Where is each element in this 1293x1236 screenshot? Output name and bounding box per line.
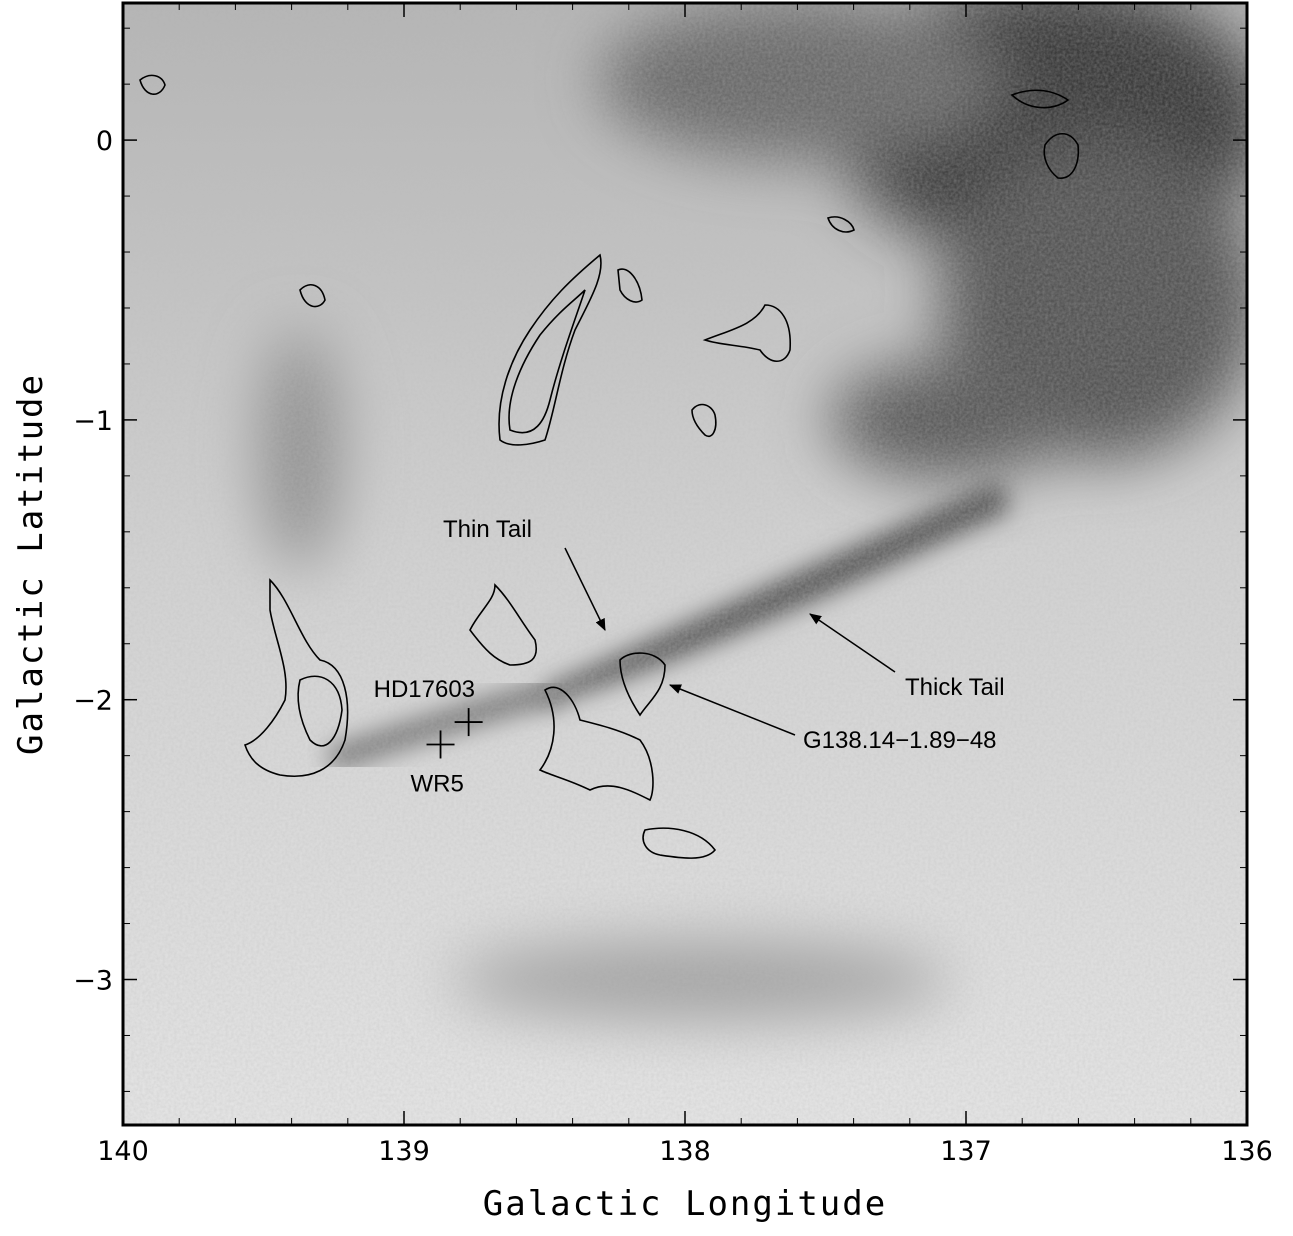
y-tick-label: −2: [73, 686, 113, 717]
annotation: G138.14−1.89−48: [803, 727, 997, 754]
sky-image: [123, 0, 1270, 1125]
x-tick-label: 139: [378, 1136, 430, 1167]
y-axis-title: Galactic Latitude: [11, 373, 51, 755]
x-tick-label: 138: [659, 1136, 711, 1167]
y-tick-label: −3: [73, 966, 113, 997]
annotation: Thin Tail: [443, 516, 532, 543]
page: {"chart_data": {"type": "image", "xlabel…: [0, 0, 1293, 1236]
x-tick-label: 137: [940, 1136, 992, 1167]
annotation: Thick Tail: [905, 674, 1005, 701]
x-tick-label: 136: [1221, 1136, 1273, 1167]
x-axis-title: Galactic Longitude: [483, 1184, 887, 1224]
y-tick-label: 0: [96, 126, 113, 157]
y-tick-label: −1: [73, 406, 113, 437]
star-label: WR5: [411, 770, 464, 797]
figure: Galactic Longitude Galactic Latitude 140…: [0, 0, 1293, 1236]
star-label: HD17603: [374, 676, 475, 703]
x-tick-label: 140: [97, 1136, 149, 1167]
